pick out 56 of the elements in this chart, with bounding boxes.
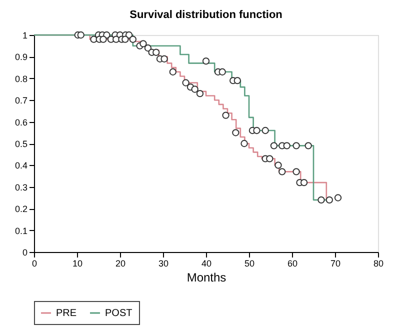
y-tick-label: 0 — [22, 248, 28, 258]
point — [334, 194, 342, 202]
y-tick-label: 0.2 — [14, 204, 28, 214]
x-tick-label: 70 — [330, 258, 341, 268]
y-tick-label: 0.4 — [14, 160, 28, 171]
point — [292, 168, 300, 176]
point — [274, 162, 282, 169]
point — [304, 142, 312, 150]
point — [270, 142, 278, 150]
point — [326, 196, 333, 204]
point — [182, 79, 190, 86]
y-tick-label: 0.5 — [14, 139, 28, 149]
point — [266, 155, 274, 162]
point — [218, 68, 226, 76]
point — [152, 48, 160, 56]
x-tick-label: 60 — [287, 258, 298, 268]
x-tick-label: 10 — [72, 258, 83, 268]
y-tick-label: 0.8 — [14, 74, 28, 84]
point — [140, 40, 147, 48]
point — [169, 68, 176, 76]
y-tick-label: 0.3 — [14, 182, 28, 192]
point — [77, 31, 84, 39]
x-tick-label: 80 — [373, 258, 384, 268]
point — [232, 129, 240, 136]
point — [129, 36, 136, 43]
y-tick-label: 0.6 — [14, 117, 28, 128]
y-tick-label: 0.1 — [14, 226, 28, 236]
x-tick-label: 30 — [158, 258, 169, 268]
legend-label: POST — [105, 308, 132, 319]
point — [222, 112, 230, 119]
point — [202, 57, 210, 65]
point — [160, 55, 168, 62]
legend-label: PRE — [56, 308, 77, 319]
point — [240, 140, 248, 148]
point — [300, 178, 308, 186]
chart-title: Survival distribution function — [130, 8, 283, 21]
point — [278, 168, 286, 176]
y-tick-label: 1 — [22, 30, 28, 40]
point — [292, 142, 300, 150]
x-axis-title: Months — [186, 270, 226, 284]
x-tick-label: 40 — [201, 258, 212, 268]
point — [318, 196, 325, 204]
point — [253, 126, 260, 134]
point — [122, 36, 129, 43]
y-tick-label: 0.7 — [14, 96, 28, 106]
point — [144, 44, 152, 52]
point — [191, 86, 198, 93]
point — [283, 142, 290, 150]
x-tick-label: 20 — [115, 258, 126, 268]
x-tick-label: 0 — [32, 258, 38, 268]
point — [234, 76, 241, 84]
point — [262, 126, 269, 134]
point — [196, 90, 204, 98]
y-tick-label: 0.9 — [14, 52, 28, 62]
point — [100, 36, 107, 43]
x-tick-label: 50 — [244, 258, 255, 268]
